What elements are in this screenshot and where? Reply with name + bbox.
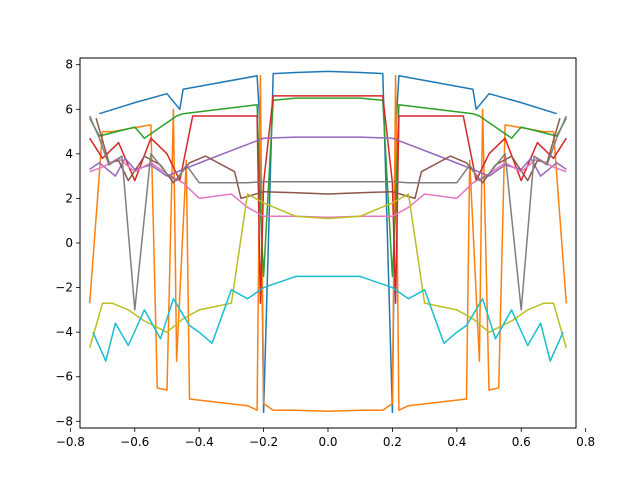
series-line-2 — [88, 75, 568, 413]
x-tick-label: 0.8 — [576, 435, 595, 449]
series-line-9 — [88, 193, 568, 349]
series-line-4 — [89, 95, 567, 304]
series-line-1 — [99, 70, 557, 414]
series-line-3 — [89, 97, 567, 278]
y-tick-label: −6 — [55, 370, 73, 384]
x-axis: −0.8 −0.6 −0.4 −0.2 0.0 0.2 0.4 0.6 0.8 — [56, 428, 595, 449]
x-tick-label: 0.4 — [447, 435, 466, 449]
y-tick-label: −4 — [55, 325, 73, 339]
y-tick-label: 0 — [65, 236, 73, 250]
x-tick-label: −0.6 — [120, 435, 149, 449]
series-line-5 — [89, 136, 567, 177]
y-tick-label: 8 — [65, 58, 73, 72]
y-axis: −8 −6 −4 −2 0 2 4 6 8 — [55, 58, 80, 428]
x-tick-label: 0.0 — [318, 435, 337, 449]
y-tick-label: 2 — [65, 191, 73, 205]
y-tick-label: −8 — [55, 414, 73, 428]
series-line-10 — [92, 275, 564, 362]
plot-area — [80, 58, 576, 428]
series-layer — [88, 70, 568, 414]
x-tick-label: 0.2 — [383, 435, 402, 449]
x-tick-label: −0.4 — [185, 435, 214, 449]
x-tick-label: −0.2 — [249, 435, 278, 449]
series-line-8 — [89, 115, 567, 311]
x-tick-label: 0.6 — [512, 435, 531, 449]
x-tick-label: −0.8 — [56, 435, 85, 449]
y-tick-label: −2 — [55, 281, 73, 295]
y-tick-label: 6 — [65, 102, 73, 116]
series-line-7 — [89, 157, 567, 219]
y-tick-label: 4 — [65, 147, 73, 161]
